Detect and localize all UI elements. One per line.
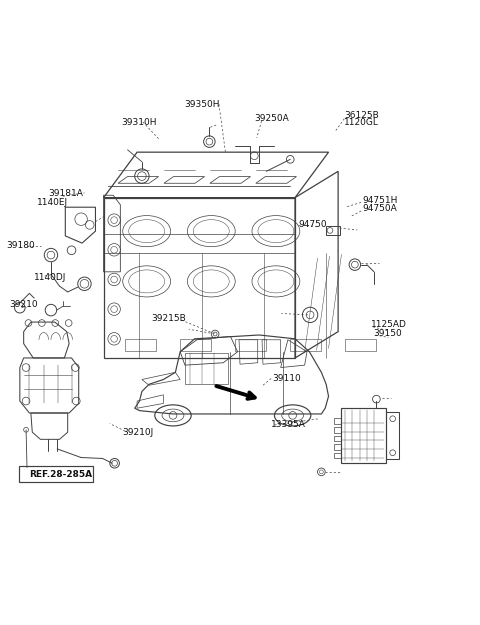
Bar — [125, 339, 156, 351]
Text: 1125AD: 1125AD — [371, 321, 407, 329]
Text: 1140DJ: 1140DJ — [34, 272, 67, 282]
Text: 94750: 94750 — [299, 220, 327, 229]
Bar — [334, 418, 340, 424]
Text: 39150: 39150 — [373, 329, 402, 338]
Text: 94750A: 94750A — [362, 204, 397, 213]
Text: 94751H: 94751H — [362, 196, 397, 205]
Text: 39180: 39180 — [6, 241, 35, 249]
Bar — [334, 427, 340, 432]
Text: 1140EJ: 1140EJ — [36, 198, 68, 207]
Text: 39181A: 39181A — [48, 189, 84, 198]
Text: 39310H: 39310H — [121, 118, 157, 126]
Text: 39210J: 39210J — [122, 428, 154, 437]
Bar — [340, 408, 386, 463]
Bar — [326, 226, 339, 235]
Text: 36125B: 36125B — [344, 111, 379, 120]
Bar — [334, 436, 340, 441]
Bar — [180, 339, 211, 351]
Bar — [345, 339, 376, 351]
Bar — [334, 452, 340, 459]
Text: 13395A: 13395A — [271, 421, 306, 429]
Text: REF.28-285A: REF.28-285A — [29, 470, 93, 479]
Bar — [185, 353, 228, 384]
Bar — [290, 339, 322, 351]
Text: 39215B: 39215B — [152, 314, 186, 323]
Text: 39350H: 39350H — [184, 100, 219, 109]
Text: 39210: 39210 — [9, 301, 38, 309]
Text: 39110: 39110 — [272, 374, 301, 383]
Text: 1120GL: 1120GL — [344, 119, 379, 127]
Bar — [235, 339, 266, 351]
Text: 39250A: 39250A — [254, 114, 289, 123]
Bar — [334, 444, 340, 450]
